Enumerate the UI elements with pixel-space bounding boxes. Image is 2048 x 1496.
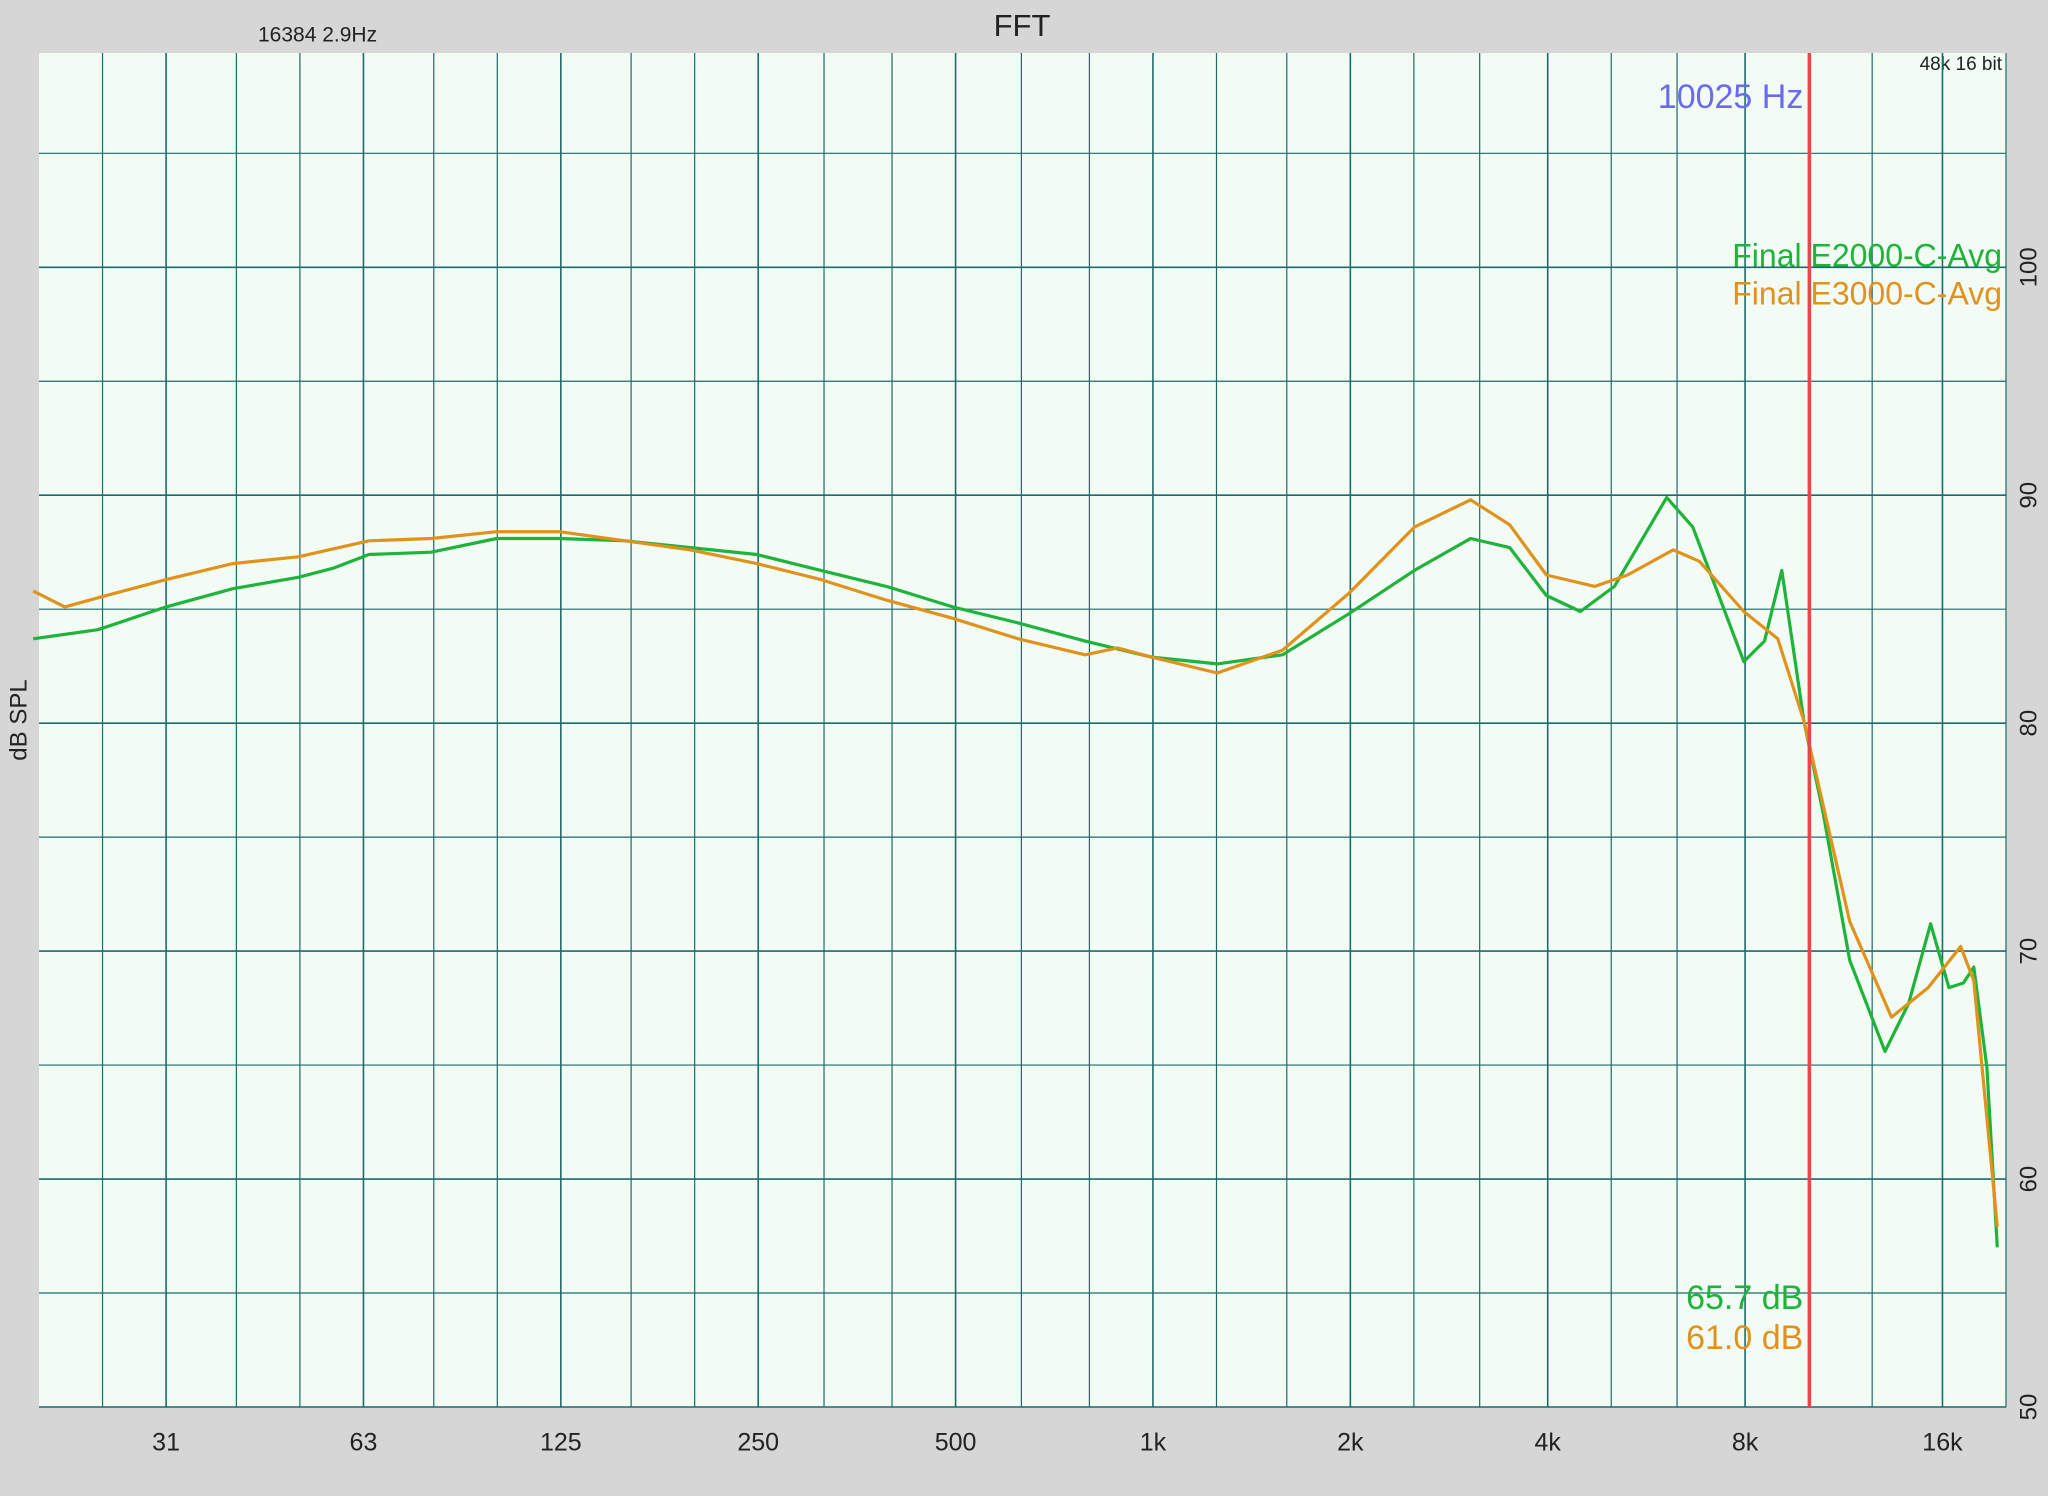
y-tick-label: 80 bbox=[2015, 710, 2042, 737]
y-tick-label: 100 bbox=[2015, 247, 2042, 287]
x-tick-label: 1k bbox=[1140, 1429, 1167, 1457]
x-tick-label: 8k bbox=[1732, 1429, 1759, 1457]
legend-entry: Final E3000-C-Avg bbox=[1732, 275, 2002, 311]
x-tick-label: 250 bbox=[737, 1429, 779, 1457]
series-line bbox=[32, 498, 1999, 1228]
fft-info: 16384 2.9Hz bbox=[258, 24, 377, 47]
legend-entry: Final E2000-C-Avg bbox=[1732, 237, 2002, 273]
x-tick-label: 16k bbox=[1922, 1429, 1963, 1457]
x-tick-label: 2k bbox=[1337, 1429, 1364, 1457]
x-tick-label: 4k bbox=[1535, 1429, 1562, 1457]
y-tick-label: 60 bbox=[2015, 1166, 2042, 1193]
plot-area bbox=[39, 53, 2006, 1407]
cursor-readout: 61.0 dB bbox=[1686, 1319, 1803, 1357]
x-tick-label: 31 bbox=[152, 1429, 180, 1457]
x-tick-label: 63 bbox=[350, 1429, 378, 1457]
series-line bbox=[32, 495, 1999, 1248]
x-tick-label: 125 bbox=[540, 1429, 582, 1457]
chart-title: FFT bbox=[994, 8, 1051, 43]
x-tick-label: 500 bbox=[935, 1429, 977, 1457]
format-info: 48k 16 bit bbox=[1920, 54, 2003, 75]
y-tick-label: 50 bbox=[2015, 1394, 2042, 1421]
cursor-label: 10025 Hz bbox=[1658, 78, 1804, 116]
cursor-readout: 65.7 dB bbox=[1686, 1279, 1803, 1317]
y-axis-label: dB SPL bbox=[5, 679, 32, 760]
y-tick-label: 70 bbox=[2015, 938, 2042, 965]
y-tick-label: 90 bbox=[2015, 482, 2042, 509]
